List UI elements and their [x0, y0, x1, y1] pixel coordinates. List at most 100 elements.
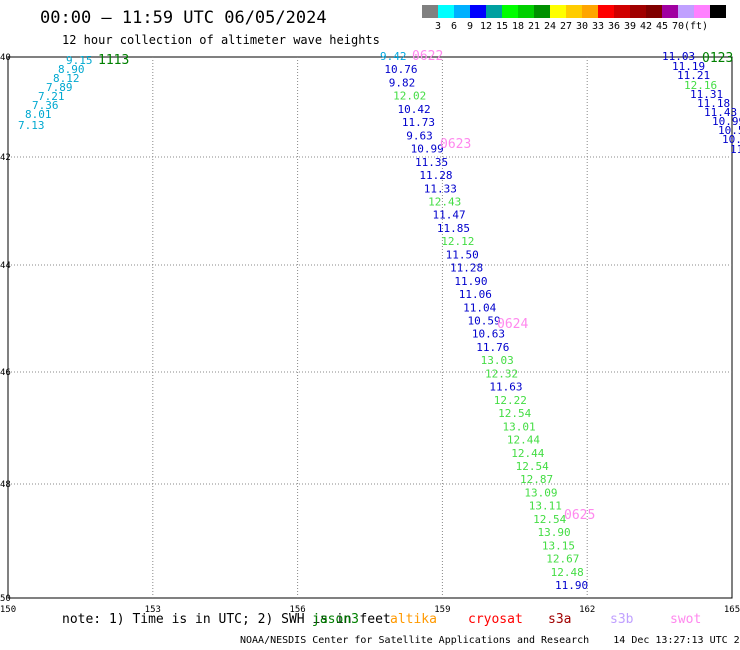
colorbar-label: 12	[479, 21, 493, 32]
wave-height-value: 10.76	[384, 63, 417, 76]
wave-height-value: 9.63	[406, 129, 433, 142]
wave-height-value: 9.42	[380, 50, 407, 63]
note-text: note: 1) Time is in UTC; 2) SWH is in fe…	[62, 612, 391, 627]
colorbar-swatch	[630, 5, 646, 18]
colorbar-label: 9	[466, 21, 474, 32]
colorbar-label: 70	[671, 21, 685, 32]
colorbar-swatch	[662, 5, 678, 18]
wave-height-value: 12.02	[393, 90, 426, 103]
wave-height-value: 10.59	[468, 315, 501, 328]
map-title: 00:00 – 11:59 UTC 06/05/2024	[40, 8, 327, 28]
legend-item-cryosat: cryosat	[468, 612, 523, 627]
wave-height-value: 8.01	[25, 108, 52, 121]
colorbar-swatch	[614, 5, 630, 18]
wave-height-value: 12.12	[441, 235, 474, 248]
track-time-label: 0625	[564, 508, 595, 523]
y-tick-label: 48	[0, 480, 11, 490]
colorbar-label: 39	[623, 21, 637, 32]
colorbar-swatch	[486, 5, 502, 18]
wave-height-value: 13.11	[529, 500, 562, 513]
track-time-label: 0624	[497, 317, 528, 332]
wave-height-value: 11.76	[476, 341, 509, 354]
colorbar-swatch	[422, 5, 438, 18]
colorbar-swatch	[518, 5, 534, 18]
wave-height-value: 13.03	[481, 354, 514, 367]
wave-height-value: 8.90	[58, 63, 85, 76]
wave-height-value: 12.67	[546, 553, 579, 566]
wave-height-value: 11.90	[555, 579, 588, 592]
colorbar-label: 3	[434, 21, 442, 32]
wave-height-value: 12.44	[507, 434, 540, 447]
colorbar-swatch	[598, 5, 614, 18]
y-tick-label: 42	[0, 153, 11, 163]
wave-height-value: 13.15	[542, 539, 575, 552]
legend-item-swot: swot	[670, 612, 702, 627]
wave-height-value: 12.22	[494, 394, 527, 407]
x-tick-label: 165	[724, 605, 740, 615]
colorbar-label: 24	[543, 21, 557, 32]
y-tick-label: 50	[0, 594, 11, 604]
wave-height-value: 11.43	[704, 106, 737, 119]
wave-height-value: 12.48	[551, 566, 584, 579]
wave-height-value: 12.54	[533, 513, 566, 526]
colorbar-label: 18	[511, 21, 525, 32]
wave-height-value: 10.63	[472, 328, 505, 341]
colorbar-label: 42	[639, 21, 653, 32]
x-tick-label: 150	[0, 605, 16, 615]
map-frame	[7, 56, 733, 599]
y-tick-label: 46	[0, 368, 11, 378]
colorbar-label: 15	[495, 21, 509, 32]
colorbar-label: (ft)	[684, 21, 709, 32]
wave-height-value: 13.09	[524, 486, 557, 499]
wave-height-value: 10.99	[712, 115, 740, 128]
wave-height-value: 12.54	[516, 460, 549, 473]
legend-item-jason3: jason3	[312, 612, 359, 627]
wave-height-value: 7.89	[46, 81, 73, 94]
wave-height-value: 11.50	[446, 248, 479, 261]
colorbar-label: 27	[559, 21, 573, 32]
legend-item-altika: altika	[390, 612, 437, 627]
colorbar-label: 36	[607, 21, 621, 32]
wave-height-value: 12.44	[511, 447, 544, 460]
x-tick-label: 153	[145, 605, 161, 615]
wave-height-value: 11.73	[402, 116, 435, 129]
wave-height-value: 11.85	[437, 222, 470, 235]
colorbar-swatch	[550, 5, 566, 18]
colorbar-swatch	[454, 5, 470, 18]
wave-height-value: 11.31	[690, 88, 723, 101]
track-time-label: 1113	[98, 53, 129, 68]
wave-height-value: 11.33	[424, 182, 457, 195]
colorbar-swatch	[694, 5, 710, 18]
track-time-label: 0123	[702, 51, 733, 66]
colorbar-swatch	[582, 5, 598, 18]
wave-height-value: 7.21	[38, 90, 65, 103]
colorbar-swatch	[566, 5, 582, 18]
map-subtitle: 12 hour collection of altimeter wave hei…	[62, 33, 380, 47]
colorbar-label: 6	[450, 21, 458, 32]
wave-height-value: 10.42	[398, 103, 431, 116]
wave-height-value: 11.06	[459, 288, 492, 301]
wave-height-value: 11.47	[433, 209, 466, 222]
wave-height-value: 11.21	[677, 69, 710, 82]
wave-height-value: 7.13	[18, 119, 45, 132]
x-tick-label: 162	[579, 605, 595, 615]
wave-height-value: 11.04	[463, 301, 496, 314]
credit-text: NOAA/NESDIS Center for Satellite Applica…	[240, 635, 740, 646]
y-tick-label: 40	[0, 53, 11, 63]
x-tick-label: 159	[434, 605, 450, 615]
wave-height-value: 11.35	[415, 156, 448, 169]
colorbar-label: 45	[655, 21, 669, 32]
wave-height-value: 9.15	[66, 54, 93, 67]
legend-item-s3a: s3a	[548, 612, 572, 627]
colorbar-label: 21	[527, 21, 541, 32]
y-tick-label: 44	[0, 261, 11, 271]
wave-height-value: 12.87	[520, 473, 553, 486]
wave-height-value: 11.63	[489, 381, 522, 394]
wave-height-value: 11.28	[419, 169, 452, 182]
wave-height-value: 13.01	[503, 420, 536, 433]
wave-height-value: 11.03	[662, 50, 695, 63]
colorbar-swatch	[534, 5, 550, 18]
wave-height-value: 13.90	[538, 526, 571, 539]
wave-height-value: 12.32	[485, 367, 518, 380]
